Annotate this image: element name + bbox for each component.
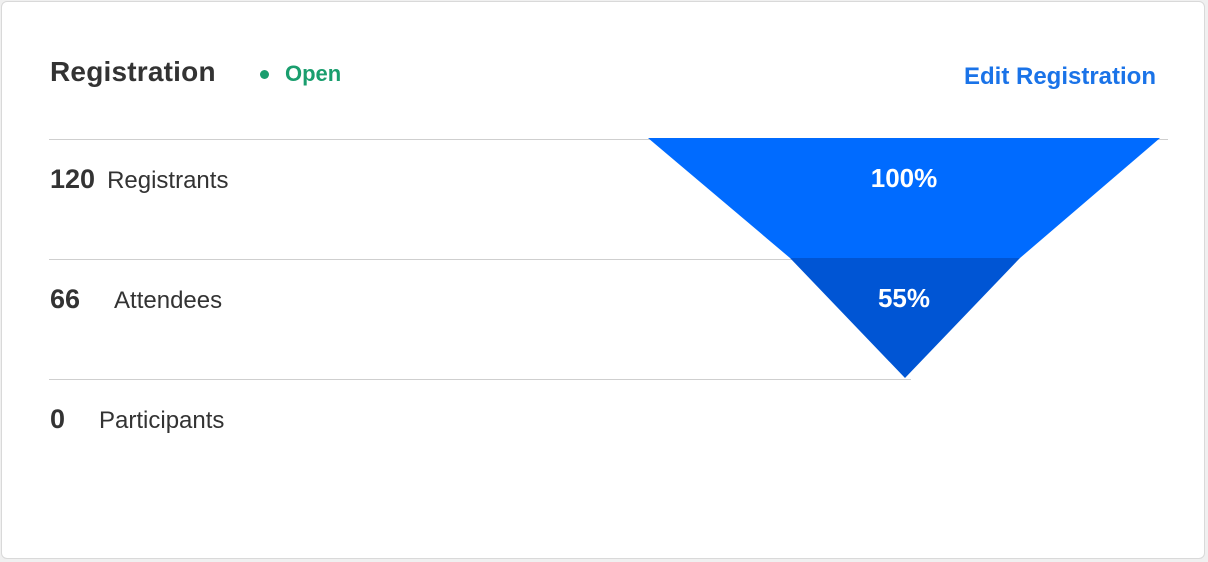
divider — [49, 379, 911, 380]
stat-label: Registrants — [107, 167, 229, 194]
stat-value: 0 — [50, 404, 66, 434]
stat-label: Attendees — [114, 287, 223, 314]
status-text: Open — [285, 61, 342, 86]
stat-value: 120 — [50, 164, 96, 194]
stat-row-registrants: 120 Registrants — [50, 164, 228, 195]
stat-row-attendees: 66 Attendees — [50, 284, 222, 315]
stat-value: 66 — [50, 284, 81, 314]
stat-row-participants: 0 Participants — [50, 404, 224, 435]
divider — [49, 139, 1168, 140]
divider — [49, 259, 911, 260]
edit-registration-link[interactable]: Edit Registration — [963, 63, 1156, 90]
status-indicator: Open — [260, 61, 341, 87]
stat-label: Participants — [99, 407, 225, 434]
status-dot-icon — [260, 69, 269, 79]
card-title: Registration — [50, 56, 216, 87]
